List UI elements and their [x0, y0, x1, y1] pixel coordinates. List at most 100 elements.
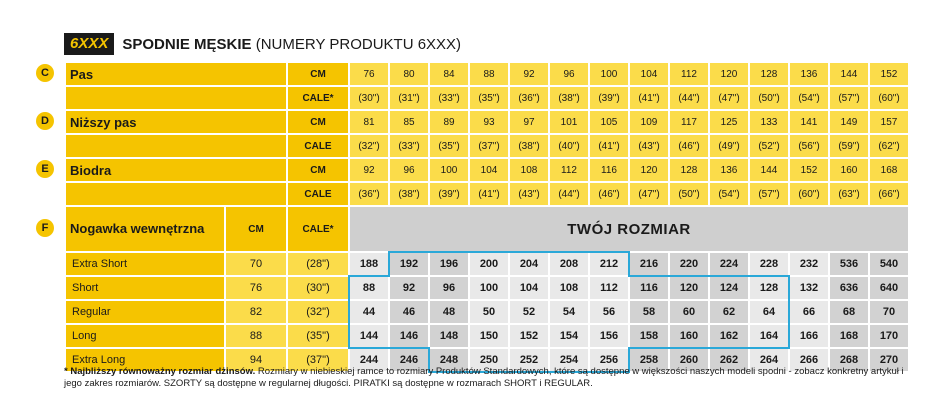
inseam-cm: 70 — [226, 253, 286, 275]
title-main: SPODNIE MĘSKIE — [122, 35, 252, 53]
pas-cm-value: 112 — [670, 63, 708, 85]
size-cell: 56 — [590, 301, 628, 323]
nizszy-cm-value: 93 — [470, 111, 508, 133]
size-cell: 540 — [870, 253, 908, 275]
size-cell: 224 — [710, 253, 748, 275]
size-cell: 268 — [830, 349, 868, 371]
inseam-cm: 88 — [226, 325, 286, 347]
nizszy-cale-unit: CALE — [288, 135, 348, 157]
pas-cm-value: 96 — [550, 63, 588, 85]
size-cell: 216 — [630, 253, 668, 275]
biodra-cale-value: (54") — [710, 183, 748, 205]
inseam-cm: 94 — [226, 349, 286, 371]
pas-cale-value: (41") — [630, 87, 668, 109]
inseam-cale: (35") — [288, 325, 348, 347]
size-cell: 66 — [790, 301, 828, 323]
nizszy-cale-value: (62") — [870, 135, 908, 157]
size-cell: 640 — [870, 277, 908, 299]
letter-f-circle: F — [36, 219, 54, 237]
biodra-cale-value: (38") — [390, 183, 428, 205]
inseam-name: Regular — [66, 301, 224, 323]
pas-cm-value: 88 — [470, 63, 508, 85]
nizszy-cm-value: 97 — [510, 111, 548, 133]
inseam-cm-unit: CM — [226, 207, 286, 251]
size-cell: 200 — [470, 253, 508, 275]
biodra-cale-value: (57") — [750, 183, 788, 205]
letter-e-circle: E — [36, 160, 54, 178]
biodra-cm-value: 168 — [870, 159, 908, 181]
size-cell: 44 — [350, 301, 388, 323]
biodra-cm-value: 136 — [710, 159, 748, 181]
pas-cale-value: (39") — [590, 87, 628, 109]
size-cell: 212 — [590, 253, 628, 275]
title-text: SPODNIE MĘSKIE (NUMERY PRODUKTU 6XXX) — [122, 36, 461, 53]
biodra-cm-value: 152 — [790, 159, 828, 181]
biodra-cale-value: (60") — [790, 183, 828, 205]
footnote-bold: * Najbliższy równoważny rozmiar dżinsów. — [64, 366, 256, 377]
biodra-cale-value: (47") — [630, 183, 668, 205]
inseam-cm: 76 — [226, 277, 286, 299]
nizszy-cm-value: 81 — [350, 111, 388, 133]
size-cell: 536 — [830, 253, 868, 275]
your-size-header: TWÓJ ROZMIAR — [350, 207, 908, 251]
pas-cale-value: (47") — [710, 87, 748, 109]
pas-cm-unit: CM — [288, 63, 348, 85]
pas-cm-value: 104 — [630, 63, 668, 85]
pas-cale-unit: CALE* — [288, 87, 348, 109]
size-cell: 270 — [870, 349, 908, 371]
nizszy-cale-value: (40") — [550, 135, 588, 157]
size-cell: 160 — [670, 325, 708, 347]
size-cell: 92 — [390, 277, 428, 299]
size-cell: 220 — [670, 253, 708, 275]
product-badge: 6XXX — [64, 33, 115, 55]
size-cell: 116 — [630, 277, 668, 299]
pas-cale-value: (60") — [870, 87, 908, 109]
footnote: * Najbliższy równoważny rozmiar dżinsów.… — [64, 366, 924, 390]
size-cell: 208 — [550, 253, 588, 275]
size-cell: 62 — [710, 301, 748, 323]
pas-cm-row: Pas CM 76 80 84 88 92 96 100 104 112 120 128 136 144 15… — [66, 63, 908, 85]
biodra-cale-value: (46") — [590, 183, 628, 205]
nizszy-cale-value: (52") — [750, 135, 788, 157]
size-cell: 152 — [510, 325, 548, 347]
nizszy-cale-row: CALE (32") (33") (35") (37") (38") (40") (41")(… — [66, 135, 908, 157]
pas-cale-value: (44") — [670, 87, 708, 109]
pas-cm-value: 100 — [590, 63, 628, 85]
size-cell: 60 — [670, 301, 708, 323]
biodra-cm-row: Biodra CM 92 96 100 104 108 112 116 120 128 136 144 1… — [66, 159, 908, 181]
size-cell: 636 — [830, 277, 868, 299]
nizszy-cale-value: (32") — [350, 135, 388, 157]
inseam-cale-unit: CALE* — [288, 207, 348, 251]
size-cell: 88 — [350, 277, 388, 299]
nizszy-cm-value: 105 — [590, 111, 628, 133]
nizszy-cm-value: 117 — [670, 111, 708, 133]
size-cell: 154 — [550, 325, 588, 347]
size-cell: 168 — [830, 325, 868, 347]
nizszy-cale-value: (43") — [630, 135, 668, 157]
size-cell: 146 — [390, 325, 428, 347]
inseam-row: Long 88 (35") 144 146 148 150 152 154 156 158 160 16… — [66, 325, 908, 347]
nizszy-cale-value: (46") — [670, 135, 708, 157]
nizszy-cale-value: (56") — [790, 135, 828, 157]
size-cell: 120 — [670, 277, 708, 299]
size-cell: 68 — [830, 301, 868, 323]
biodra-cm-value: 112 — [550, 159, 588, 181]
nizszy-cale-value: (38") — [510, 135, 548, 157]
biodra-cale-value: (39") — [430, 183, 468, 205]
nizszy-cm-value: 85 — [390, 111, 428, 133]
pas-cale-value: (33") — [430, 87, 468, 109]
inseam-cale: (28") — [288, 253, 348, 275]
nizszy-cm-unit: CM — [288, 111, 348, 133]
size-cell: 112 — [590, 277, 628, 299]
biodra-cm-value: 120 — [630, 159, 668, 181]
inseam-header-row: Nogawka wewnętrzna CM CALE* TWÓJ ROZMIAR — [66, 207, 908, 251]
biodra-cale-row: CALE (36") (38") (39") (41") (43") (44") (46")(… — [66, 183, 908, 205]
pas-cale-value: (38") — [550, 87, 588, 109]
footnote-text: Rozmiary w niebieskiej ramce to rozmiary… — [64, 366, 904, 389]
size-cell: 228 — [750, 253, 788, 275]
chart-title: 6XXX SPODNIE MĘSKIE (NUMERY PRODUKTU 6XX… — [64, 32, 461, 56]
inseam-row: Short 76 (30") 88 92 96 100 104 108 112 116 120 124 1… — [66, 277, 908, 299]
nizszy-cm-value: 141 — [790, 111, 828, 133]
pas-cm-value: 84 — [430, 63, 468, 85]
pas-cm-value: 144 — [830, 63, 868, 85]
